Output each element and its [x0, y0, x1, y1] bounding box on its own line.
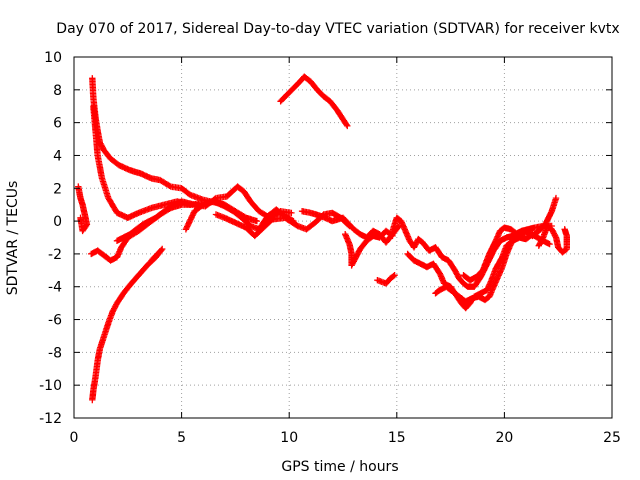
data-series [75, 73, 570, 404]
series-arc-3 [90, 103, 194, 221]
x-tick-label: 20 [495, 430, 513, 446]
series-arc-11 [342, 227, 396, 269]
series-arc-6 [89, 245, 166, 404]
y-tick-label: -6 [48, 313, 62, 329]
series-arc-9 [277, 73, 351, 130]
x-tick-label: 15 [388, 430, 406, 446]
y-axis-label: SDTVAR / TECUs [5, 181, 21, 296]
y-tick-label: 8 [53, 83, 62, 99]
x-tick-label: 10 [280, 430, 298, 446]
gridlines [74, 57, 612, 418]
data-points-arc-12 [374, 272, 398, 287]
y-tick-label: 10 [44, 50, 62, 66]
series-arc-1 [75, 183, 91, 235]
y-tick-label: -10 [39, 378, 62, 394]
y-tick-label: 2 [53, 181, 62, 197]
series-arc-12 [374, 272, 398, 287]
x-tick-label: 0 [70, 430, 79, 446]
y-tick-label: 6 [53, 116, 62, 132]
series-arc-16 [460, 224, 553, 284]
data-points-arc-3 [90, 103, 194, 221]
x-tick-label: 5 [177, 430, 186, 446]
series-arc-17 [535, 222, 570, 256]
plot-frame [73, 56, 613, 419]
tick-marks [73, 56, 613, 419]
data-points-arc-16 [460, 224, 553, 284]
y-tick-label: 0 [53, 214, 62, 230]
y-tick-label: -12 [39, 411, 62, 427]
y-tick-label: -8 [48, 345, 62, 361]
data-points-arc-17 [535, 222, 570, 256]
data-points-arc-9 [277, 73, 351, 130]
y-tick-label: 4 [53, 148, 62, 164]
x-tick-labels: 0 5 10 15 20 25 [70, 430, 621, 446]
x-tick-label: 25 [603, 430, 621, 446]
data-points-arc-6 [89, 245, 166, 404]
x-axis-label: GPS time / hours [281, 459, 398, 475]
data-points-arc-11 [342, 227, 396, 269]
y-tick-label: -4 [48, 280, 62, 296]
chart-title: Day 070 of 2017, Sidereal Day-to-day VTE… [56, 21, 619, 37]
y-tick-label: -2 [48, 247, 62, 263]
data-points-arc-1 [75, 183, 91, 235]
y-tick-labels: -12 -10 -8 -6 -4 -2 0 2 4 6 8 10 [39, 50, 62, 427]
